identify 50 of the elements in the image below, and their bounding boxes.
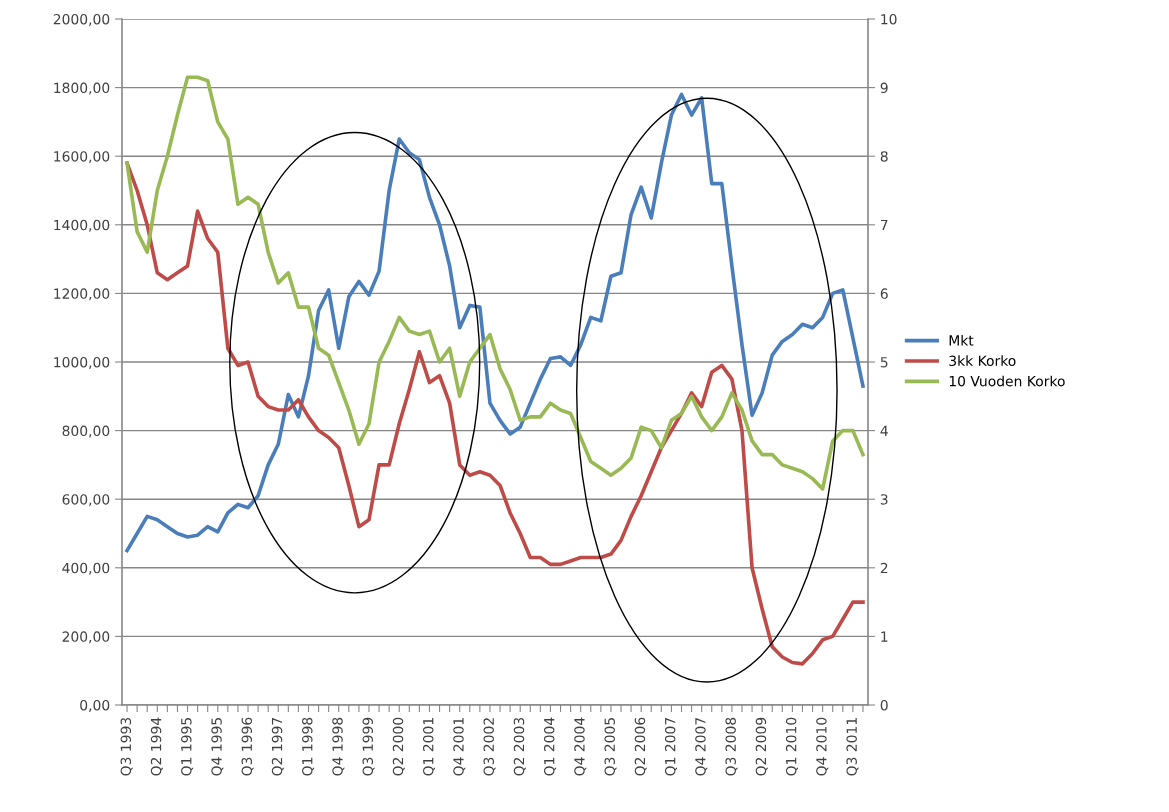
- y2-tick-label: 8: [880, 151, 888, 162]
- x-tick-label: Q3 1996: [241, 717, 254, 776]
- x-tick-label: Q1 2004: [543, 717, 557, 776]
- y2-tick-label: 10: [881, 13, 897, 25]
- x-tick-label: Q2 1997: [271, 717, 284, 776]
- y-tick-label: 0,00: [80, 699, 110, 712]
- x-tick-label: Q1 1998: [302, 717, 315, 776]
- x-tick-label: Q4 1995: [211, 718, 224, 776]
- x-tick-label: Q1 2010: [785, 717, 799, 776]
- x-tick-label: Q3 2002: [483, 718, 496, 776]
- x-tick-label: Q3 2011: [846, 718, 859, 776]
- x-tick-label: Q2 2009: [755, 717, 768, 776]
- x-tick-label: Q4 2010: [816, 717, 829, 776]
- x-tick-label: Q1 1995: [181, 718, 194, 776]
- y-tick-label: 1800,00: [54, 82, 110, 95]
- x-tick-label: Q4 1998: [332, 717, 345, 776]
- y2-tick-label: 6: [880, 288, 888, 299]
- x-tick-label: Q4 2004: [574, 717, 587, 776]
- y2-tick-label: 7: [880, 219, 888, 231]
- legend-label: 3kk Korko: [949, 355, 1016, 367]
- y2-tick-label: 4: [880, 425, 888, 436]
- y-tick-label: 1000,00: [54, 356, 110, 369]
- x-tick-label: Q2 2006: [634, 717, 647, 776]
- y2-tick-label: 9: [880, 82, 888, 94]
- x-tick-label: Q2 1994: [150, 717, 163, 776]
- y2-tick-label: 3: [880, 494, 888, 505]
- x-tick-label: Q3 2008: [725, 717, 738, 776]
- y-tick-label: 200,00: [62, 631, 110, 644]
- x-tick-label: Q3 1993: [120, 717, 133, 776]
- x-tick-label: Q3 1999: [362, 717, 375, 776]
- y-tick-label: 600,00: [62, 494, 110, 507]
- x-tick-label: Q2 2003: [513, 717, 526, 776]
- y-tick-label: 1600,00: [54, 151, 110, 164]
- x-tick-label: Q2 2000: [392, 717, 405, 776]
- x-tick-label: Q1 2001: [423, 718, 436, 776]
- y2-tick-label: 1: [881, 631, 888, 642]
- x-tick-label: Q4 2007: [695, 717, 708, 776]
- y2-tick-label: 5: [880, 357, 888, 368]
- x-tick-label: Q3 2005: [604, 718, 617, 776]
- y2-tick-label: 0: [880, 699, 888, 711]
- x-tick-label: Q1 2007: [664, 717, 678, 776]
- y-tick-label: 1200,00: [54, 288, 110, 301]
- legend-label: Mkt: [949, 334, 974, 346]
- x-tick-label: Q4 2001: [453, 718, 466, 776]
- legend-label: 10 Vuoden Korko: [949, 375, 1065, 387]
- y-tick-label: 800,00: [62, 425, 110, 438]
- y-tick-label: 2000,00: [53, 13, 110, 26]
- y-tick-label: 1400,00: [54, 219, 110, 232]
- y-tick-label: 400,00: [62, 562, 110, 575]
- y2-tick-label: 2: [880, 562, 888, 574]
